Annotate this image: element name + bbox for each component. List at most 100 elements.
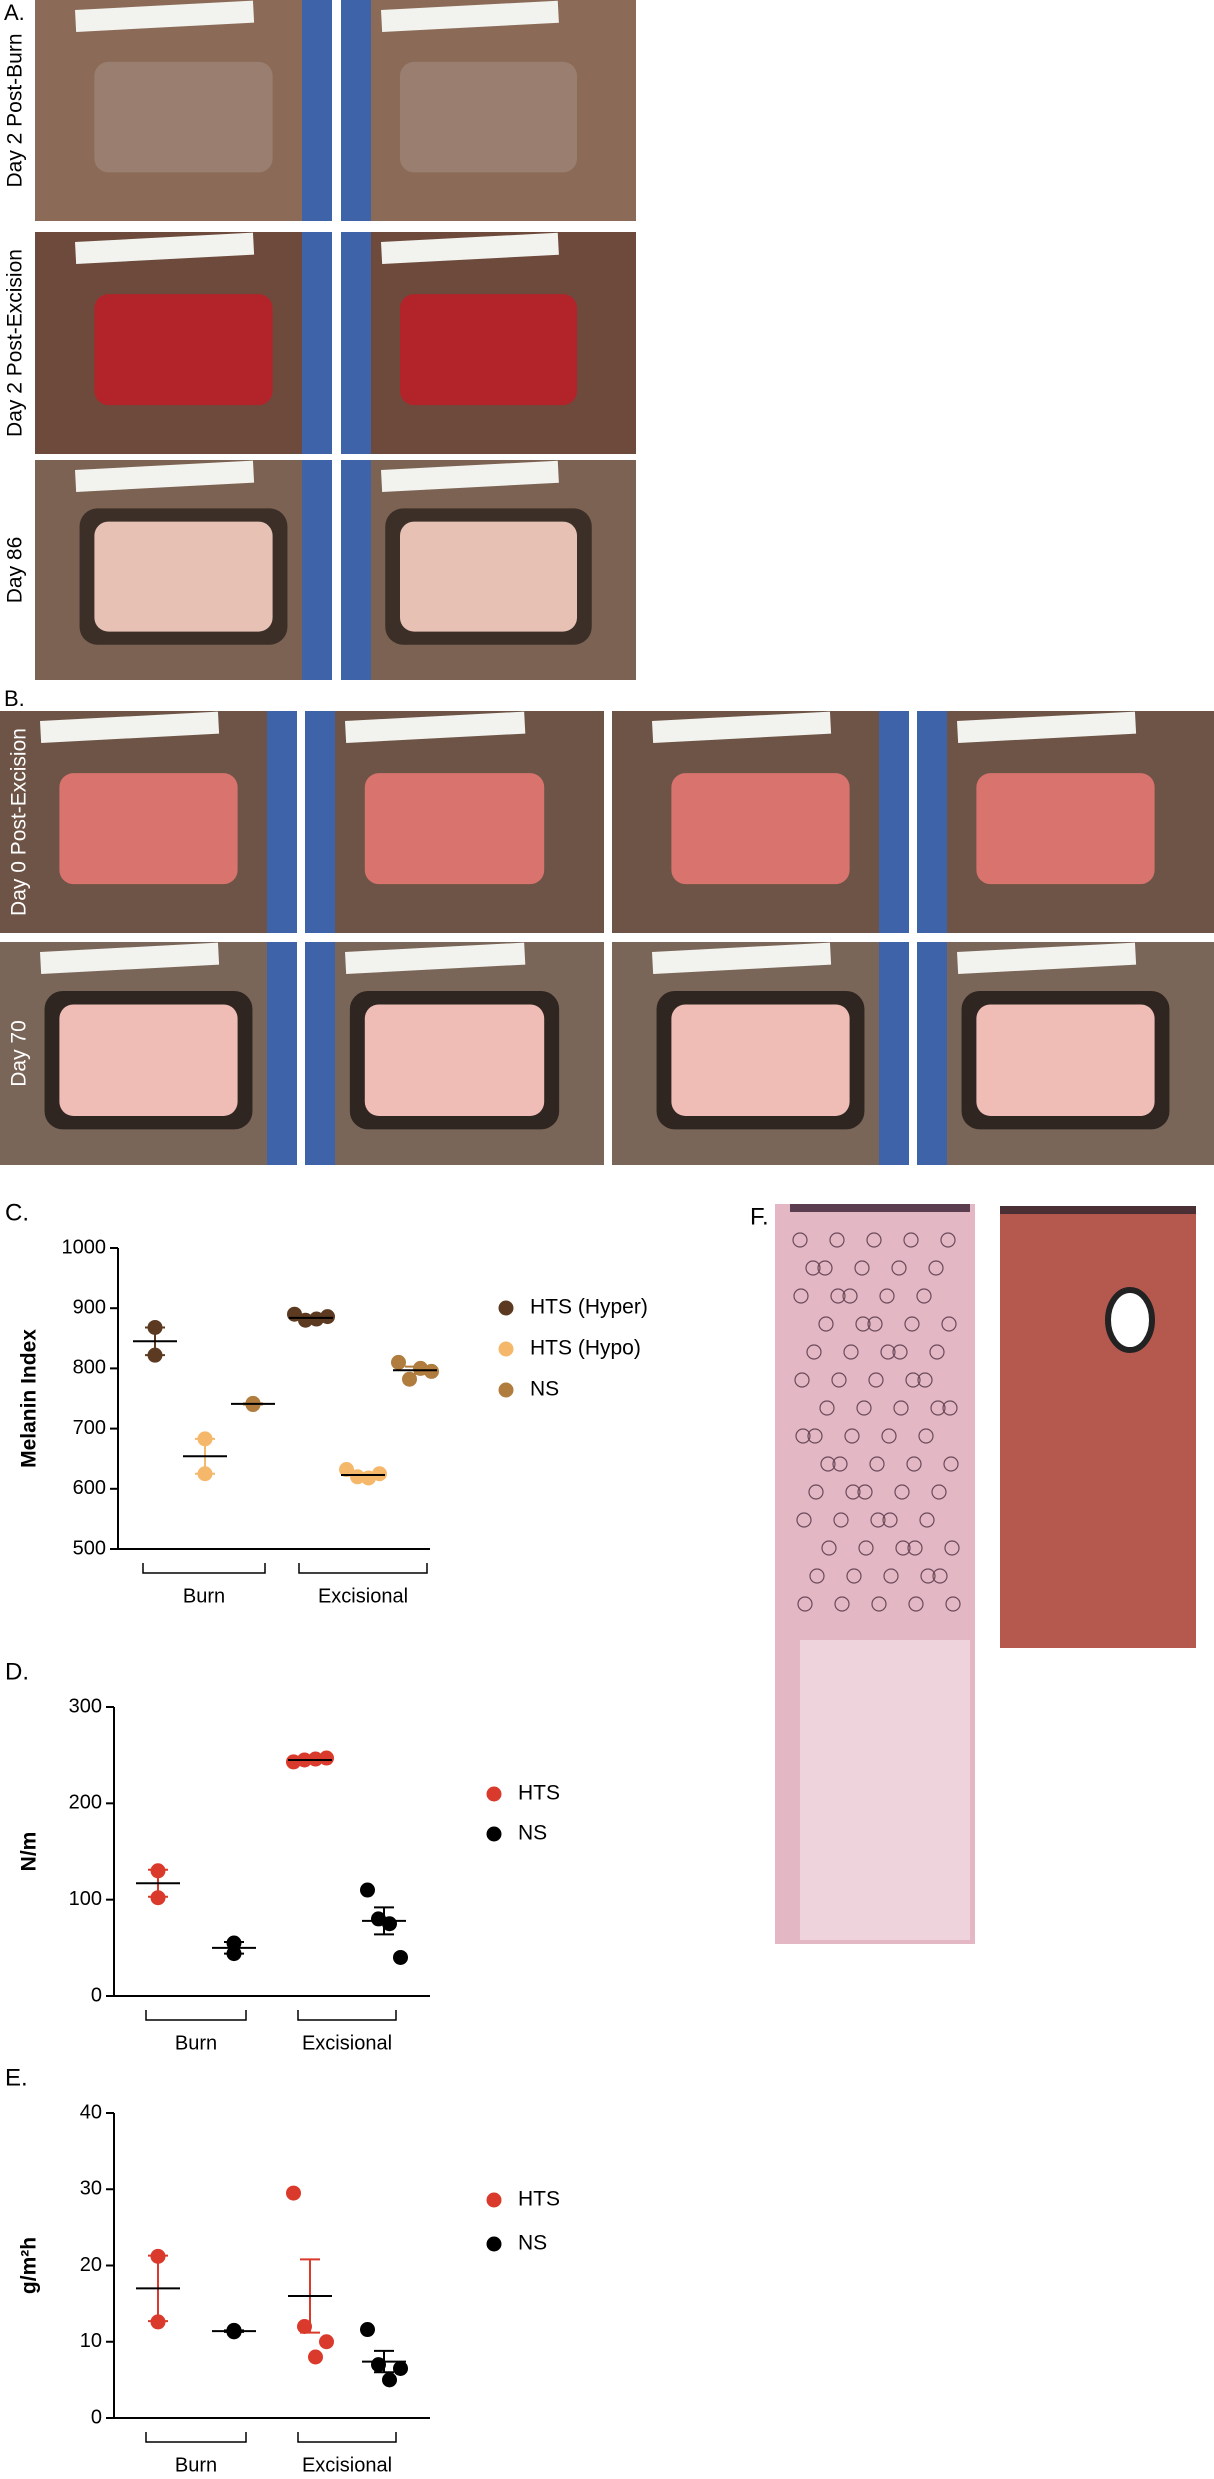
follicle [844,1428,860,1444]
follicle [943,1456,959,1472]
wound [364,773,545,885]
follicle [930,1400,946,1416]
wound [671,773,850,885]
legend-label: HTS [518,2188,560,2211]
follicle [846,1568,862,1584]
y-tick-label: 30 [80,2178,102,2200]
follicle [919,1512,935,1528]
panel-label: A. [4,0,25,25]
ruler [40,711,220,743]
data-point [319,2334,334,2350]
follicle [858,1540,874,1556]
follicle [944,1540,960,1556]
data-point [297,2319,312,2334]
ruler [652,711,832,743]
follicle [794,1372,810,1388]
follicle [821,1540,837,1556]
follicle [904,1316,920,1332]
wound [400,521,577,632]
ruler [381,0,559,32]
data-point [150,2314,166,2330]
y-tick-label: 20 [80,2254,102,2276]
y-tick-label: 0 [91,2406,102,2428]
follicle [832,1456,848,1472]
follicle [866,1232,882,1248]
follicle [819,1400,835,1416]
follicle [942,1400,958,1416]
row-label: Day 0 Post-Excision [8,728,31,916]
follicle [870,1512,886,1528]
panel-label: B. [4,686,25,711]
follicle [855,1316,871,1332]
data-point [393,1949,408,1965]
follicle [908,1596,924,1612]
data-point [402,1371,417,1387]
drape [267,711,297,933]
wound [976,1004,1155,1116]
group-bracket [145,2010,247,2021]
y-tick-label: 200 [69,1792,102,1814]
follicle [793,1288,809,1304]
y-tick-label: 10 [80,2330,102,2352]
data-point [393,2360,408,2376]
group-bracket [297,2432,397,2443]
follicle [881,1428,897,1444]
ruler [75,460,255,492]
follicle [869,1456,885,1472]
epidermis [790,1204,970,1212]
legend-label: NS [518,2232,547,2255]
data-point [298,1312,313,1328]
data-point [360,1882,375,1898]
legend-marker [486,2236,502,2252]
wound [400,294,577,406]
follicle [834,1596,850,1612]
follicle [917,1372,933,1388]
group-label: Burn [183,1585,225,1607]
follicle [945,1596,961,1612]
legend-marker [498,1341,514,1357]
follicle [795,1428,811,1444]
drape [267,942,297,1165]
follicle [830,1288,846,1304]
wound [94,61,273,173]
gland [1105,1287,1155,1353]
y-tick-label: 0 [91,1984,102,2006]
ruler [652,942,832,974]
wound [671,1004,850,1116]
row-label: Day 2 Post-Burn [4,33,27,187]
drape [305,942,335,1165]
y-axis-label: N/m [18,1832,41,1872]
data-point [226,1935,242,1951]
follicle [940,1232,956,1248]
ruler [344,711,526,743]
wound [94,521,273,632]
drape [917,711,947,933]
drape [879,711,909,933]
data-point [286,2185,301,2201]
data-point [147,1347,163,1363]
row-label: Day 70 [8,1020,31,1087]
row-label: Day 2 Post-Excision [4,249,27,437]
group-bracket [297,2010,397,2021]
y-tick-label: 500 [73,1537,106,1559]
follicle [805,1260,821,1276]
group-bracket [142,1563,266,1574]
y-tick-label: 40 [80,2101,102,2123]
ruler [957,711,1137,743]
y-axis-label: Melanin Index [18,1329,41,1468]
data-point [320,1309,335,1325]
ruler [957,942,1137,974]
follicle [868,1372,884,1388]
follicle [820,1456,836,1472]
ruler [381,460,559,492]
data-point [150,1890,166,1906]
follicle [845,1484,861,1500]
y-tick-label: 700 [73,1417,106,1439]
data-point [391,1354,406,1370]
follicle [893,1400,909,1416]
data-point [339,1462,354,1478]
data-point [150,2248,166,2264]
legend-marker [498,1382,514,1398]
data-point [308,2349,323,2365]
